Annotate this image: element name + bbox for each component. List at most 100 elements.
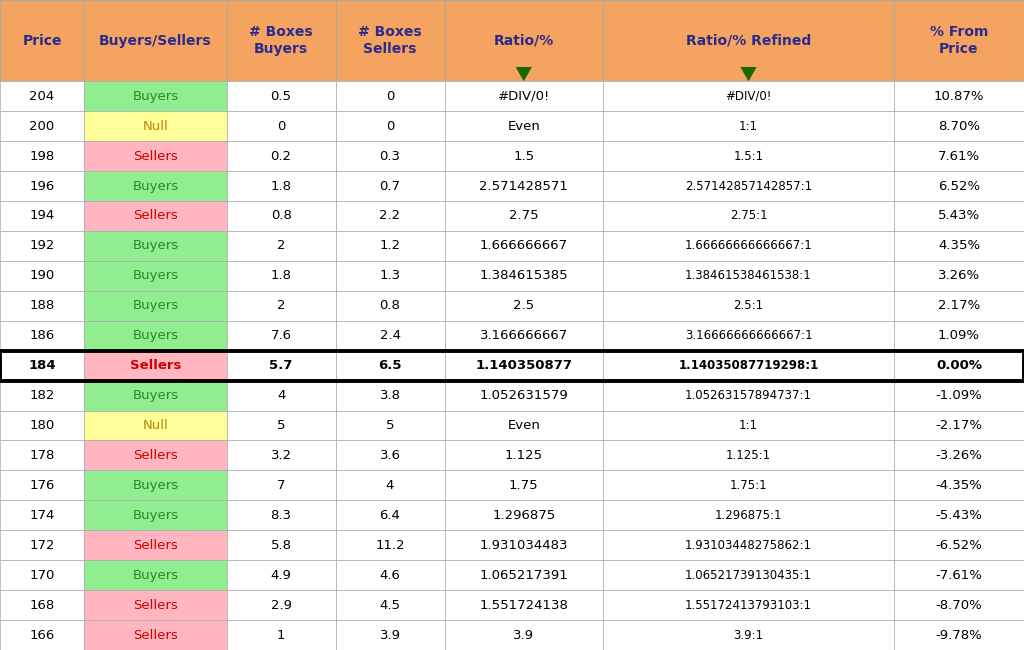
Bar xyxy=(603,530,894,560)
Text: 1.140350877: 1.140350877 xyxy=(475,359,572,372)
Text: 1.75: 1.75 xyxy=(509,479,539,492)
Bar xyxy=(0,261,84,291)
Text: 1.55172413793103:1: 1.55172413793103:1 xyxy=(685,599,812,612)
Text: 2: 2 xyxy=(276,239,286,252)
Bar xyxy=(603,500,894,530)
Text: -5.43%: -5.43% xyxy=(936,509,982,522)
Bar xyxy=(226,530,336,560)
Text: 4.5: 4.5 xyxy=(380,599,400,612)
Text: -3.26%: -3.26% xyxy=(936,449,982,462)
Text: Sellers: Sellers xyxy=(133,150,178,162)
Text: 0.7: 0.7 xyxy=(380,179,400,192)
Text: 1.75:1: 1.75:1 xyxy=(730,479,767,492)
Text: 0: 0 xyxy=(276,120,286,133)
Bar xyxy=(603,620,894,650)
Text: 5.43%: 5.43% xyxy=(938,209,980,222)
Text: 8.70%: 8.70% xyxy=(938,120,980,133)
Bar xyxy=(444,590,603,620)
Bar xyxy=(444,530,603,560)
Bar xyxy=(84,500,226,530)
Text: 1.296875:1: 1.296875:1 xyxy=(715,509,782,522)
Bar xyxy=(444,441,603,471)
Text: Sellers: Sellers xyxy=(133,539,178,552)
Bar xyxy=(603,471,894,500)
Bar xyxy=(603,381,894,411)
Text: 2.4: 2.4 xyxy=(380,329,400,342)
Bar xyxy=(0,441,84,471)
Text: 1.05263157894737:1: 1.05263157894737:1 xyxy=(685,389,812,402)
Text: -7.61%: -7.61% xyxy=(936,569,982,582)
Bar xyxy=(603,201,894,231)
Text: 172: 172 xyxy=(30,539,55,552)
Text: 1.5:1: 1.5:1 xyxy=(733,150,764,162)
Text: 4.6: 4.6 xyxy=(380,569,400,582)
Bar xyxy=(444,0,603,81)
Text: Sellers: Sellers xyxy=(133,629,178,642)
Text: # Boxes
Buyers: # Boxes Buyers xyxy=(249,25,313,57)
Bar xyxy=(444,231,603,261)
Bar xyxy=(444,201,603,231)
Bar xyxy=(226,81,336,111)
Bar xyxy=(84,381,226,411)
Text: 2.5:1: 2.5:1 xyxy=(733,299,764,312)
Bar xyxy=(226,500,336,530)
Text: 1.2: 1.2 xyxy=(380,239,400,252)
Text: Buyers: Buyers xyxy=(132,329,178,342)
Bar xyxy=(444,171,603,201)
Bar xyxy=(0,201,84,231)
Text: Buyers: Buyers xyxy=(132,239,178,252)
Bar xyxy=(0,320,84,350)
Text: Buyers: Buyers xyxy=(132,569,178,582)
Bar xyxy=(444,141,603,171)
Text: 7: 7 xyxy=(276,479,286,492)
Text: 1.931034483: 1.931034483 xyxy=(479,539,568,552)
Bar xyxy=(444,500,603,530)
Text: 7.61%: 7.61% xyxy=(938,150,980,162)
Bar xyxy=(0,530,84,560)
Text: 1.3: 1.3 xyxy=(380,269,400,282)
Text: 0.8: 0.8 xyxy=(380,299,400,312)
Text: 1.66666666666667:1: 1.66666666666667:1 xyxy=(685,239,812,252)
Bar xyxy=(84,320,226,350)
Bar xyxy=(336,530,444,560)
Text: #DIV/0!: #DIV/0! xyxy=(725,90,772,103)
Bar xyxy=(603,350,894,381)
Text: % From
Price: % From Price xyxy=(930,25,988,57)
Bar xyxy=(603,0,894,81)
Bar xyxy=(603,231,894,261)
Text: 3.26%: 3.26% xyxy=(938,269,980,282)
Text: 2.57142857142857:1: 2.57142857142857:1 xyxy=(685,179,812,192)
Bar xyxy=(0,350,84,381)
Text: 1: 1 xyxy=(276,629,286,642)
Text: 1.296875: 1.296875 xyxy=(493,509,555,522)
Text: 6.4: 6.4 xyxy=(380,509,400,522)
Bar xyxy=(894,111,1024,141)
Text: Price: Price xyxy=(23,34,61,47)
Bar xyxy=(894,620,1024,650)
Text: 178: 178 xyxy=(30,449,55,462)
Bar xyxy=(444,291,603,320)
Bar xyxy=(444,560,603,590)
Text: 2.17%: 2.17% xyxy=(938,299,980,312)
Bar xyxy=(603,291,894,320)
Bar xyxy=(226,350,336,381)
Bar xyxy=(0,81,84,111)
Bar xyxy=(84,171,226,201)
Bar xyxy=(444,81,603,111)
Bar xyxy=(894,320,1024,350)
Text: 196: 196 xyxy=(30,179,54,192)
Text: 1.052631579: 1.052631579 xyxy=(479,389,568,402)
Text: 1.8: 1.8 xyxy=(270,179,292,192)
Bar xyxy=(84,471,226,500)
Bar xyxy=(894,231,1024,261)
Text: 7.6: 7.6 xyxy=(270,329,292,342)
Bar xyxy=(226,411,336,441)
Bar xyxy=(336,411,444,441)
Text: 1.14035087719298:1: 1.14035087719298:1 xyxy=(678,359,818,372)
Text: Sellers: Sellers xyxy=(133,599,178,612)
Bar xyxy=(336,560,444,590)
Text: 0.8: 0.8 xyxy=(270,209,292,222)
Text: Buyers/Sellers: Buyers/Sellers xyxy=(99,34,212,47)
Bar xyxy=(0,291,84,320)
Text: 3.8: 3.8 xyxy=(380,389,400,402)
